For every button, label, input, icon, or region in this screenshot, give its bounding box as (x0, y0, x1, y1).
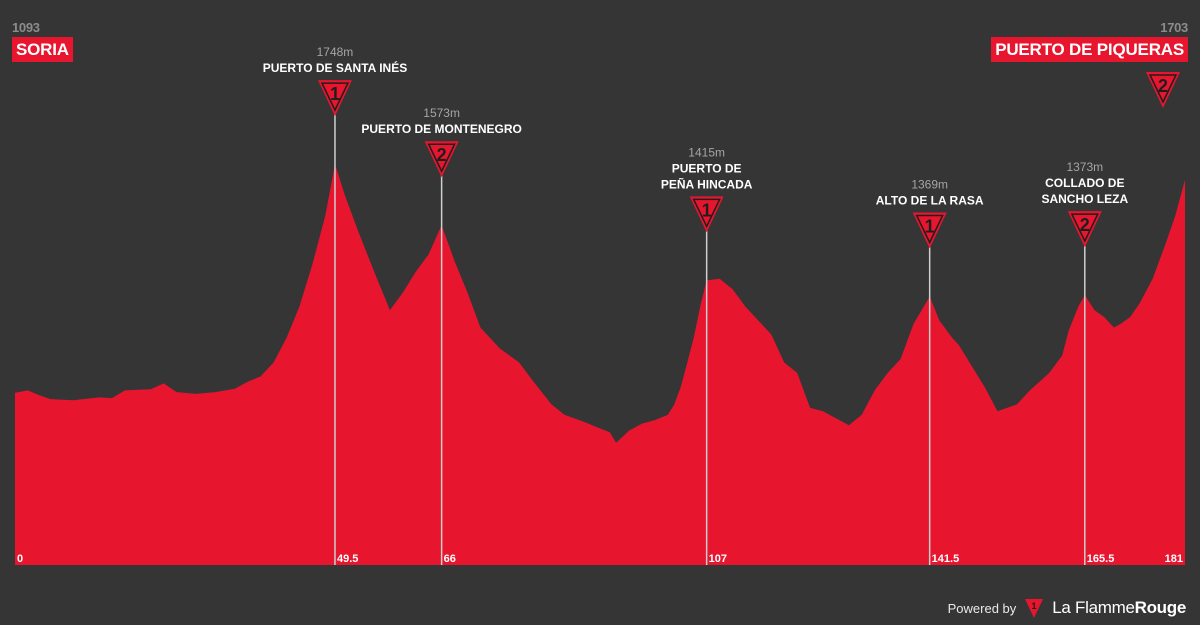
climb-category-number: 1 (702, 200, 712, 220)
climb-category-triangle (1067, 211, 1102, 248)
finish-name: PUERTO DE PIQUERAS (991, 37, 1188, 62)
brand-name: La FlammeRouge (1052, 598, 1186, 618)
finish-category-marker: 2 (1146, 72, 1180, 108)
start-label: 1093 SORIA (12, 20, 73, 62)
distance-tick-label: 0 (17, 553, 23, 565)
climb-category-number: 2 (1080, 215, 1090, 235)
climb-category-number: 1 (330, 84, 340, 104)
climb-category-triangle (689, 196, 724, 233)
climb-name: COLLADO DE (1045, 176, 1124, 190)
climb-category-triangle (317, 80, 352, 117)
distance-tick-label: 66 (444, 553, 456, 565)
climb-category-number: 1 (925, 216, 935, 236)
climb-category-triangle-outline (1148, 74, 1178, 104)
climb-altitude-label: 1415m (688, 145, 725, 159)
climb-category-triangle-outline (320, 82, 350, 112)
distance-tick-label: 181 (1165, 553, 1183, 565)
climb-category-number: 2 (437, 145, 447, 165)
climb-altitude-label: 1369m (911, 177, 948, 191)
climb-name: PEÑA HINCADA (661, 176, 753, 191)
climb-marker: 1 (689, 196, 724, 233)
finish-climb-marker: 2 (1146, 72, 1180, 108)
brand-light: La Flamme (1052, 598, 1135, 617)
climb-marker: 1 (317, 80, 352, 117)
climb-altitude-label: 1748m (317, 45, 354, 59)
climb-marker: 2 (1067, 211, 1102, 248)
climb-category-triangle-outline (427, 143, 456, 173)
climb-category-triangle (912, 212, 947, 249)
climb-name: ALTO DE LA RASA (876, 193, 984, 207)
climb-category-triangle (424, 141, 459, 178)
climb-category-triangle-outline (692, 198, 721, 229)
climb-name: PUERTO DE MONTENEGRO (361, 122, 521, 136)
brand-bold: Rouge (1134, 598, 1187, 617)
distance-tick-label: 107 (709, 553, 727, 565)
distance-tick-label: 49.5 (337, 553, 358, 565)
distance-tick-labels: 0 49.5 66 107 141.5 165.5 181 (17, 553, 1183, 565)
start-name: SORIA (12, 37, 73, 62)
climb-altitude-label: 1573m (423, 106, 460, 120)
la-flamme-rouge-logo-icon: 1 (1025, 599, 1044, 618)
climb-name: SANCHO LEZA (1041, 192, 1128, 206)
climb-name: PUERTO DE SANTA INÉS (263, 60, 407, 75)
elevation-profile-area (15, 164, 1185, 565)
start-altitude: 1093 (12, 20, 40, 35)
climb-category-triangle (1146, 72, 1180, 108)
logo-number: 1 (1032, 601, 1037, 611)
powered-by-footer[interactable]: Powered by 1 La FlammeRouge (948, 597, 1186, 619)
climb-name: PUERTO DE (672, 161, 742, 175)
climb-marker: 1 (912, 212, 947, 249)
climb-category-triangle-outline (915, 214, 944, 245)
climb-category-triangle-outline (1070, 213, 1100, 243)
distance-tick-label: 141.5 (932, 553, 960, 565)
finish-altitude: 1703 (1160, 20, 1188, 35)
finish-label: 1703 PUERTO DE PIQUERAS (991, 20, 1188, 62)
climb-altitude-label: 1373m (1066, 160, 1103, 174)
powered-by-label: Powered by (947, 600, 1017, 616)
distance-tick-label: 165.5 (1087, 553, 1115, 565)
climb-summit-lines (334, 112, 1086, 565)
climb-category-number: 2 (1158, 76, 1168, 96)
climb-marker: 2 (424, 141, 459, 178)
